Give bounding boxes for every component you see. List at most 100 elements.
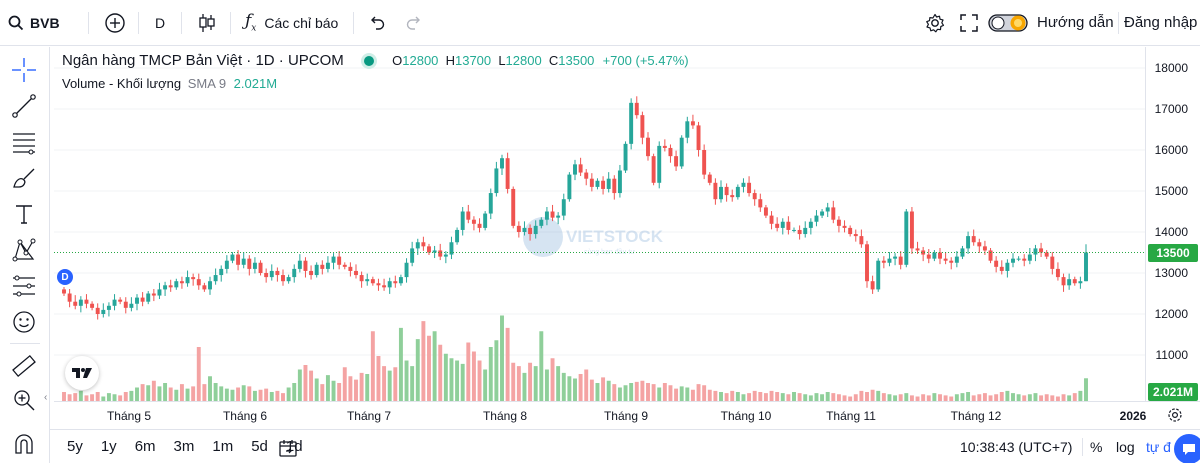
percent-toggle[interactable]: % — [1090, 438, 1103, 455]
axis-settings-button[interactable] — [1167, 407, 1183, 428]
fib-tool[interactable] — [9, 127, 39, 157]
legend-title[interactable]: Ngân hàng TMCP Bản Việt · 1D · UPCOM — [62, 52, 344, 69]
goto-date-button[interactable] — [278, 438, 298, 462]
redo-icon — [406, 16, 420, 30]
measure-tool[interactable] — [9, 351, 39, 381]
volume-bar — [629, 383, 634, 401]
clock[interactable]: 10:38:43 (UTC+7) — [960, 438, 1073, 455]
volume-bar — [236, 387, 241, 401]
volume-bar — [1011, 393, 1015, 401]
interval-button[interactable]: D — [155, 0, 165, 46]
candle — [230, 252, 235, 264]
candle-body — [780, 221, 785, 228]
candle-body — [713, 182, 718, 200]
candle — [101, 303, 106, 318]
volume-bar — [314, 378, 319, 401]
magnet-tool[interactable] — [9, 429, 39, 459]
chat-button[interactable] — [1174, 434, 1200, 463]
range-button-3m[interactable]: 3m — [173, 438, 195, 455]
volume-bar — [376, 356, 381, 401]
tradingview-logo[interactable] — [65, 356, 99, 390]
candle-body — [196, 279, 201, 286]
trend-line-tool[interactable] — [9, 91, 39, 121]
candle — [286, 274, 291, 284]
candle — [1084, 244, 1088, 282]
candle-body — [455, 229, 460, 243]
undo-button[interactable] — [368, 0, 386, 46]
price-axis-label: 16000 — [1154, 143, 1188, 157]
price-axis-label: 18000 — [1154, 61, 1188, 75]
candle-body — [640, 115, 645, 138]
volume-bar — [780, 393, 785, 401]
candle-body — [814, 215, 819, 222]
time-axis[interactable]: Tháng 5 Tháng 6 Tháng 7 Tháng 8 Tháng 9 Tháng… — [54, 401, 1200, 429]
volume-legend-value: 2.021M — [233, 76, 278, 91]
indicators-button[interactable]: ƒx Các chỉ báo — [245, 0, 338, 46]
candle-body — [769, 215, 774, 224]
crosshair-tool[interactable] — [9, 55, 39, 85]
volume-bar — [561, 372, 566, 401]
login-link[interactable]: Đăng nhập — [1124, 0, 1197, 46]
candle — [556, 212, 561, 225]
volume-bar — [275, 390, 280, 401]
candle-body — [679, 137, 684, 167]
price-chart[interactable]: VIETSTOCK cùng bạn đầu tư — [54, 47, 1145, 401]
chart-pane[interactable]: VIETSTOCK cùng bạn đầu tư D — [54, 47, 1145, 401]
candle-body — [825, 207, 830, 212]
candle-body — [904, 211, 909, 265]
pattern-tool[interactable] — [9, 235, 39, 265]
sticker-tool[interactable] — [9, 307, 39, 337]
dividend-badge[interactable]: D — [57, 269, 73, 285]
collapse-toolbar-handle[interactable]: ‹ — [44, 392, 48, 403]
candle — [292, 264, 297, 283]
price-axis[interactable]: 18000 17000 16000 15000 14000 13000 12000 11000 — [1145, 47, 1200, 401]
range-button-5y[interactable]: 5y — [67, 438, 83, 455]
candle-body — [994, 260, 999, 267]
settings-button[interactable] — [924, 0, 946, 46]
compare-button[interactable] — [104, 0, 126, 46]
guide-link[interactable]: Hướng dẫn — [1037, 0, 1114, 46]
fullscreen-button[interactable] — [960, 0, 978, 46]
volume-bar — [106, 393, 111, 401]
candle — [865, 240, 869, 288]
range-button-1y[interactable]: 1y — [100, 438, 117, 455]
candle — [994, 256, 999, 273]
theme-toggle[interactable] — [988, 0, 1028, 46]
candle-body — [1072, 279, 1077, 284]
symbol-label: BVB — [30, 14, 60, 31]
range-button-6m[interactable]: 6m — [134, 438, 156, 455]
range-button-5d[interactable]: 5d — [251, 438, 268, 455]
candle-body — [269, 270, 274, 278]
volume-bar — [893, 395, 898, 401]
candle-body — [151, 293, 156, 296]
candle-body — [174, 281, 179, 288]
volume-bar — [185, 388, 190, 401]
volume-bar — [904, 393, 909, 401]
volume-bar — [522, 372, 527, 401]
text-tool[interactable] — [9, 199, 39, 229]
volume-bar — [1072, 393, 1077, 401]
zoom-tool[interactable] — [9, 385, 39, 415]
auto-toggle[interactable]: tự đ — [1146, 438, 1171, 455]
volume-bar — [724, 393, 729, 401]
symbol-search[interactable]: BVB — [8, 0, 60, 46]
candle — [314, 262, 319, 278]
candle — [904, 209, 909, 268]
volume-bar — [550, 358, 555, 401]
candle-body — [561, 199, 566, 216]
candle-body — [157, 289, 162, 296]
redo-button[interactable] — [405, 0, 423, 46]
volume-legend-label[interactable]: Volume - Khối lượng — [62, 76, 182, 91]
chart-type-button[interactable] — [197, 0, 217, 46]
volume-bar — [870, 389, 875, 401]
range-button-1m[interactable]: 1m — [212, 438, 234, 455]
candle-body — [1050, 256, 1055, 269]
candle — [118, 297, 123, 305]
log-toggle[interactable]: log — [1116, 438, 1135, 455]
volume-bar — [887, 394, 892, 401]
candle — [84, 294, 89, 309]
volume-bar — [820, 394, 825, 401]
projection-tool[interactable] — [9, 271, 39, 301]
brush-tool[interactable] — [9, 163, 39, 193]
candle-body — [848, 227, 853, 235]
